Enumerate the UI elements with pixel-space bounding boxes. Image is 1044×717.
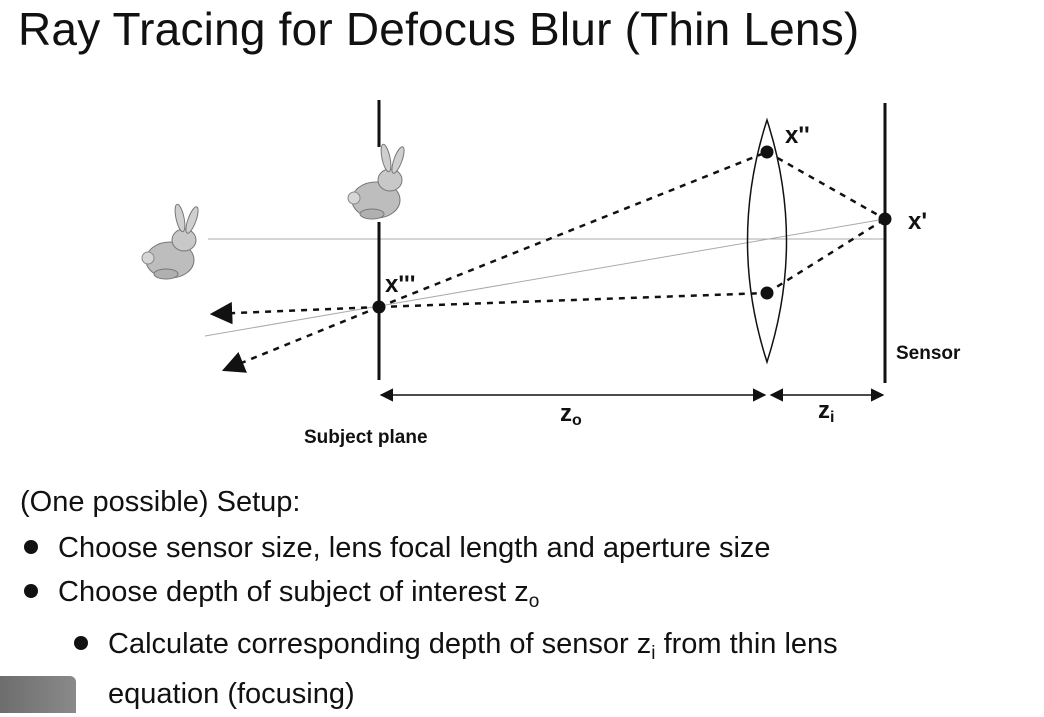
label-subject-plane: Subject plane (304, 427, 428, 448)
ray-upper (378, 150, 768, 309)
label-z-i: zi (818, 397, 834, 426)
bullet-text: Calculate corresponding depth of sensor … (108, 628, 652, 660)
subscript: o (528, 591, 540, 612)
bullet-text-line2: equation (focusing) (108, 678, 355, 710)
point-x-prime (878, 212, 892, 226)
bullet-dot-icon (24, 540, 38, 555)
ray-extension-upper (209, 301, 380, 325)
bullet-text: Choose depth of subject of interest z (58, 576, 529, 608)
bullet-choose-sensor: Choose sensor size, lens focal length an… (24, 532, 771, 565)
label-x-triple-prime: x''' (385, 271, 415, 298)
ray-lens-top-to-sensor (766, 150, 886, 221)
sub-bullet-calculate-depth: Calculate corresponding depth of sensor … (74, 621, 838, 717)
chief-ray-line (204, 218, 886, 337)
video-overlay-thumbnail (0, 676, 76, 713)
ray-lower (378, 291, 768, 309)
label-x-double-prime: x'' (785, 122, 810, 149)
point-lens-lower (760, 286, 774, 300)
point-x-triple-prime (372, 300, 386, 314)
bullet-text-cont: from thin lens (655, 628, 838, 660)
ray-extension-lower (221, 305, 380, 373)
slide-title: Ray Tracing for Defocus Blur (Thin Lens) (18, 3, 860, 55)
setup-heading: (One possible) Setup: (20, 486, 301, 518)
label-x-prime: x' (908, 208, 927, 235)
thin-lens (746, 117, 788, 365)
label-sensor: Sensor (896, 343, 961, 364)
far-bunny-image (141, 202, 202, 280)
subscript: i (651, 643, 656, 664)
subject-bunny-image (347, 142, 408, 220)
point-x-double-prime (760, 145, 774, 159)
bullet-choose-depth: Choose depth of subject of interest zo (24, 576, 540, 612)
bullet-dot-icon (74, 636, 88, 651)
bullet-dot-icon (24, 584, 38, 599)
label-z-o: zo (560, 400, 582, 429)
bullet-text: Choose sensor size, lens focal length an… (58, 532, 771, 564)
